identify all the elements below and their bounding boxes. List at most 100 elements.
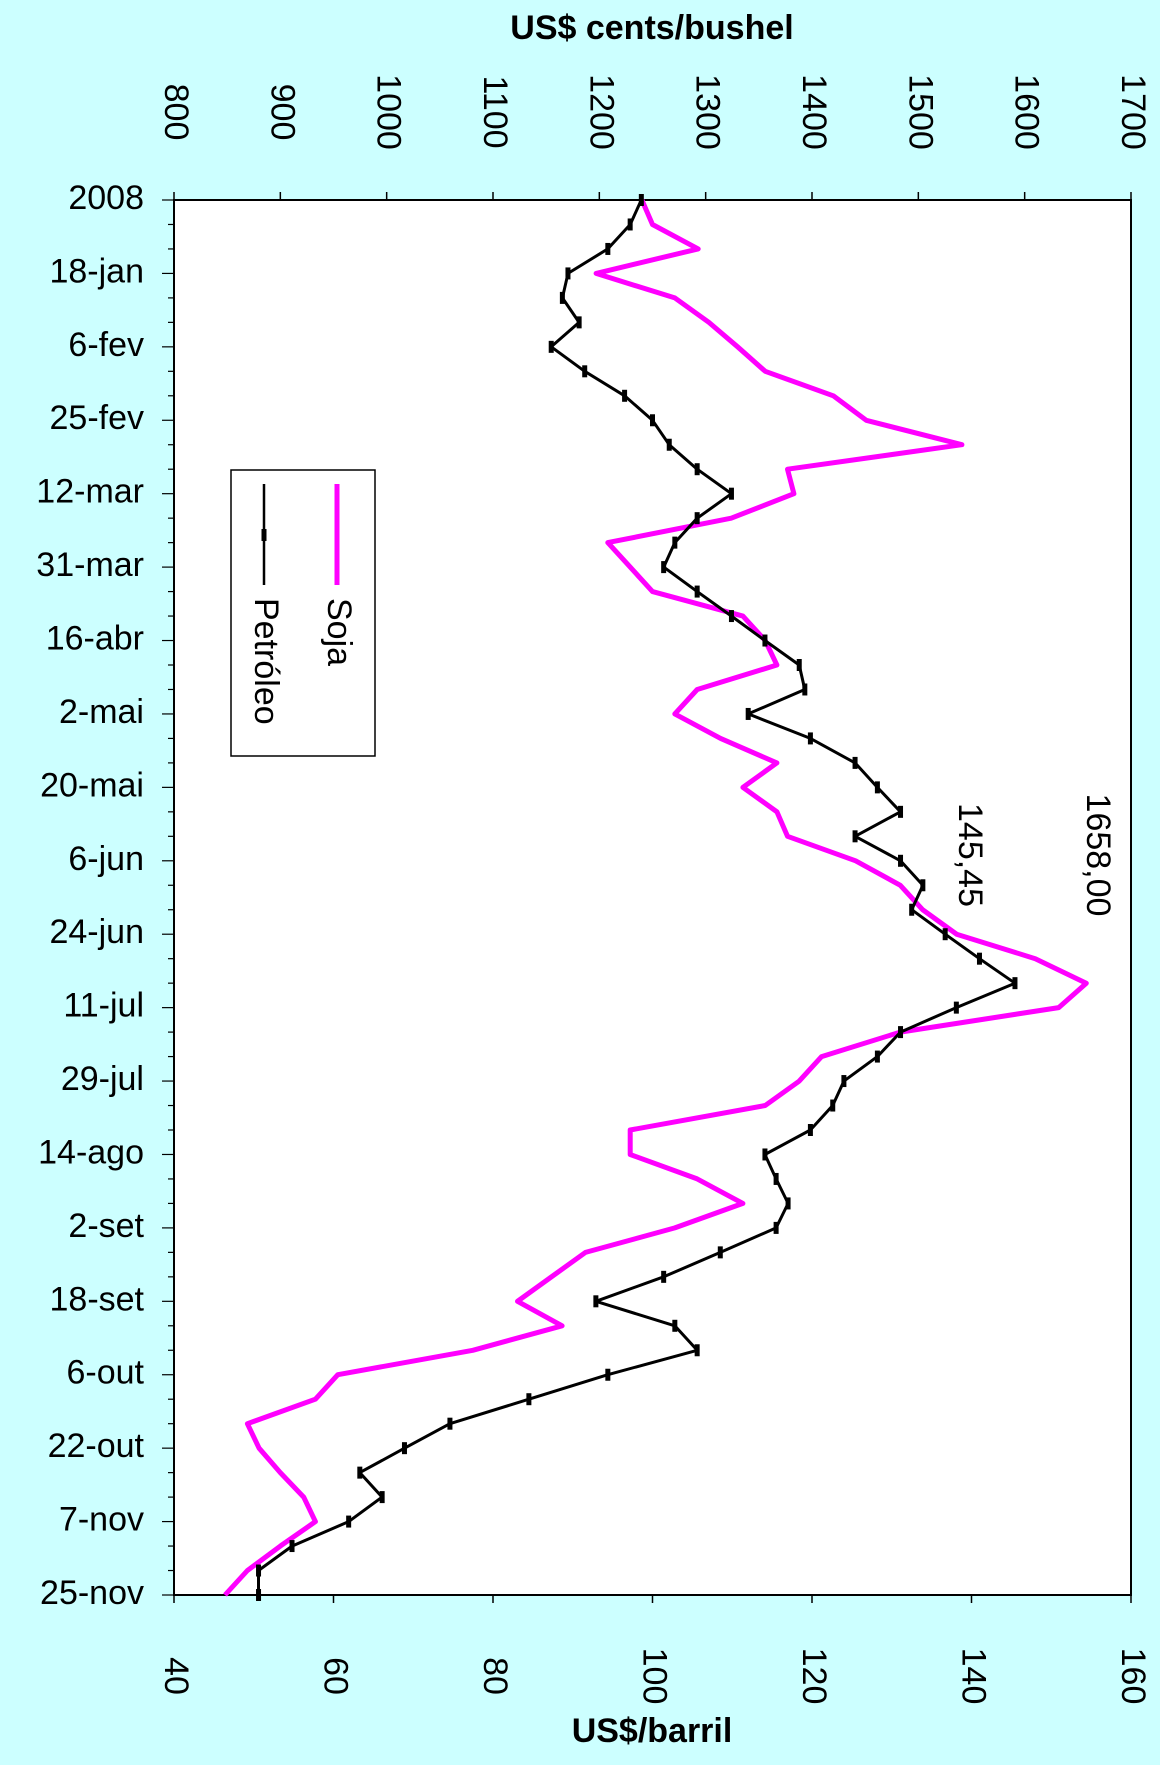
point-marker xyxy=(256,1589,262,1601)
date-label: 11-jul xyxy=(63,987,144,1025)
top-tick-label: 1300 xyxy=(689,74,727,150)
point-marker xyxy=(357,1466,363,1479)
point-marker xyxy=(953,1001,959,1014)
series-line xyxy=(223,199,1089,1597)
point-marker xyxy=(1012,977,1018,990)
point-marker xyxy=(807,1124,813,1136)
top-tick-label: 1100 xyxy=(476,75,514,148)
point-marker xyxy=(582,365,588,378)
date-label: 7-nov xyxy=(59,1501,144,1539)
date-label: 25-fev xyxy=(50,399,145,437)
top-tick-label: 1600 xyxy=(1008,74,1046,150)
legend-marker xyxy=(261,529,267,541)
point-marker xyxy=(576,316,582,329)
point-marker xyxy=(785,1197,791,1210)
point-marker xyxy=(773,1172,779,1185)
top-tick-label: 1700 xyxy=(1114,74,1152,150)
point-marker xyxy=(694,1344,700,1357)
bottom-tick-label: 120 xyxy=(795,1648,833,1705)
date-label: 22-out xyxy=(48,1427,145,1465)
bottom-tick-label: 160 xyxy=(1114,1648,1152,1705)
legend-label: Petróleo xyxy=(247,598,285,725)
point-marker xyxy=(256,1564,262,1577)
point-marker xyxy=(898,1026,904,1039)
date-label: 24-jun xyxy=(49,913,144,951)
point-marker xyxy=(745,707,751,720)
point-marker xyxy=(898,805,904,818)
top-tick-label: 1500 xyxy=(901,74,939,150)
point-marker xyxy=(605,242,611,255)
legend-label: Soja xyxy=(320,598,358,666)
point-marker xyxy=(447,1417,453,1430)
axis-title-top: US$ cents/bushel xyxy=(510,9,793,47)
point-marker xyxy=(638,194,644,206)
point-marker xyxy=(605,1368,611,1381)
point-marker xyxy=(841,1075,847,1088)
date-label: 29-jul xyxy=(61,1060,144,1098)
point-marker xyxy=(661,561,667,574)
date-label: 18-set xyxy=(50,1280,145,1318)
point-marker xyxy=(852,830,858,843)
top-tick-label: 1000 xyxy=(370,74,408,150)
date-label: 12-mar xyxy=(36,473,144,511)
point-marker xyxy=(672,536,678,549)
date-label: 2-set xyxy=(68,1207,144,1245)
point-marker xyxy=(661,1270,667,1283)
point-marker xyxy=(289,1540,295,1553)
bottom-tick-label: 40 xyxy=(157,1657,195,1695)
point-marker xyxy=(802,683,808,696)
date-label: 6-out xyxy=(67,1354,145,1392)
annotation: 145,45 xyxy=(951,803,989,907)
point-marker xyxy=(379,1491,385,1504)
point-marker xyxy=(773,1221,779,1234)
point-marker xyxy=(401,1442,407,1455)
point-marker xyxy=(728,487,734,500)
point-marker xyxy=(874,781,880,794)
point-marker xyxy=(909,903,915,916)
date-label: 14-ago xyxy=(38,1133,144,1171)
point-marker xyxy=(796,659,802,671)
point-marker xyxy=(920,879,926,892)
point-marker xyxy=(762,634,768,647)
point-marker xyxy=(717,1246,723,1259)
point-marker xyxy=(807,732,813,745)
axis-title-bottom: US$/barril xyxy=(572,1712,733,1750)
point-marker xyxy=(627,218,633,231)
date-label: 6-fev xyxy=(68,326,144,364)
point-marker xyxy=(593,1295,599,1308)
point-marker xyxy=(762,1148,768,1161)
point-marker xyxy=(694,585,700,598)
point-marker xyxy=(874,1050,880,1063)
date-label: 18-jan xyxy=(49,252,144,290)
point-marker xyxy=(559,291,565,304)
top-tick-label: 1200 xyxy=(582,74,620,150)
point-marker xyxy=(694,512,700,525)
legend xyxy=(230,469,376,757)
date-label: 20-mai xyxy=(40,766,144,804)
point-marker xyxy=(346,1515,352,1528)
point-marker xyxy=(622,389,628,402)
point-marker xyxy=(852,756,858,769)
point-marker xyxy=(672,1319,678,1332)
point-marker xyxy=(976,952,982,965)
bottom-tick-label: 80 xyxy=(476,1657,514,1695)
annotation: 1658,00 xyxy=(1079,794,1117,917)
point-marker xyxy=(898,854,904,867)
top-tick-label: 900 xyxy=(263,84,301,141)
point-marker xyxy=(548,340,554,353)
point-marker xyxy=(526,1393,532,1406)
date-label: 25-nov xyxy=(40,1574,144,1612)
date-label: 6-jun xyxy=(68,840,144,878)
date-label: 16-abr xyxy=(46,620,144,658)
bottom-tick-label: 140 xyxy=(955,1648,993,1705)
point-marker xyxy=(942,928,948,941)
date-label: 31-mar xyxy=(36,546,144,584)
series-line xyxy=(257,199,1017,1595)
point-marker xyxy=(565,267,571,280)
date-label: 2008 xyxy=(68,179,144,217)
bottom-tick-label: 60 xyxy=(317,1657,355,1695)
point-marker xyxy=(666,438,672,451)
bottom-tick-label: 100 xyxy=(636,1648,674,1705)
point-marker xyxy=(650,414,655,427)
